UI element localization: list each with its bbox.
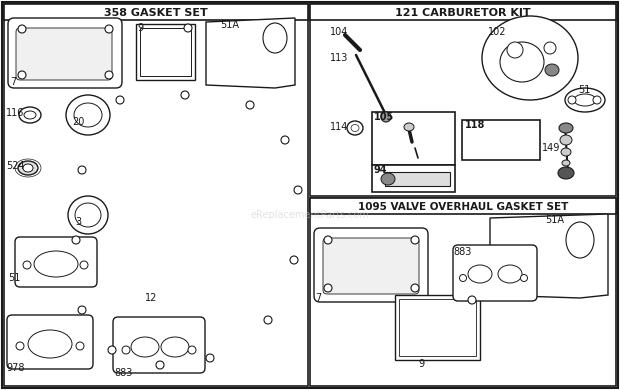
Text: 102: 102 [488,27,507,37]
Ellipse shape [507,42,523,58]
Ellipse shape [559,123,573,133]
Ellipse shape [482,16,578,100]
Ellipse shape [468,265,492,283]
Ellipse shape [560,135,572,145]
Text: 149: 149 [542,143,560,153]
Ellipse shape [521,275,528,282]
Polygon shape [140,28,191,76]
Ellipse shape [188,346,196,354]
Text: 358 GASKET SET: 358 GASKET SET [104,8,208,18]
Ellipse shape [181,91,189,99]
FancyBboxPatch shape [113,317,205,373]
Ellipse shape [18,161,38,175]
Polygon shape [206,18,295,88]
FancyBboxPatch shape [8,18,122,88]
Polygon shape [4,4,308,20]
Polygon shape [310,198,616,386]
Ellipse shape [562,160,570,166]
FancyBboxPatch shape [314,228,428,302]
Text: 3: 3 [75,217,81,227]
Ellipse shape [593,96,601,104]
Ellipse shape [184,24,192,32]
FancyBboxPatch shape [16,28,112,80]
Ellipse shape [294,186,302,194]
Ellipse shape [324,236,332,244]
Ellipse shape [381,173,395,185]
Polygon shape [395,295,480,360]
Text: 7: 7 [10,77,16,87]
Polygon shape [385,172,450,186]
FancyBboxPatch shape [453,245,537,301]
Text: 1095 VALVE OVERHAUL GASKET SET: 1095 VALVE OVERHAUL GASKET SET [358,202,568,212]
Ellipse shape [34,251,78,277]
Ellipse shape [78,306,86,314]
Ellipse shape [206,354,214,362]
Ellipse shape [74,103,102,127]
Ellipse shape [16,342,24,350]
Ellipse shape [66,95,110,135]
Ellipse shape [351,124,359,131]
Text: 113: 113 [330,53,348,63]
Ellipse shape [498,265,522,283]
Text: 883: 883 [453,247,471,257]
Text: 51A: 51A [545,215,564,225]
Ellipse shape [246,101,254,109]
Text: 978: 978 [6,363,25,373]
Ellipse shape [545,64,559,76]
Ellipse shape [381,112,391,122]
Ellipse shape [156,361,164,369]
Ellipse shape [468,296,476,304]
Ellipse shape [290,256,298,264]
Polygon shape [310,198,616,214]
Ellipse shape [75,203,101,227]
Ellipse shape [566,222,594,258]
Ellipse shape [76,342,84,350]
Ellipse shape [161,337,189,357]
FancyBboxPatch shape [15,237,97,287]
Polygon shape [490,214,608,298]
Polygon shape [399,299,476,356]
Ellipse shape [116,96,124,104]
Polygon shape [372,165,455,192]
Ellipse shape [500,42,544,82]
Text: 51: 51 [8,273,20,283]
Ellipse shape [411,284,419,292]
Polygon shape [310,4,616,20]
Ellipse shape [18,25,26,33]
Ellipse shape [281,136,289,144]
Ellipse shape [347,121,363,135]
Ellipse shape [72,236,80,244]
FancyBboxPatch shape [7,315,93,369]
Polygon shape [462,120,540,160]
Ellipse shape [68,196,108,234]
Text: 524: 524 [6,161,25,171]
Ellipse shape [23,261,31,269]
Ellipse shape [561,148,571,156]
Text: 118: 118 [465,120,485,130]
Text: 116: 116 [6,108,24,118]
Text: 51: 51 [578,85,590,95]
Ellipse shape [131,337,159,357]
Polygon shape [74,93,302,368]
Ellipse shape [122,346,130,354]
Text: 7: 7 [315,293,321,303]
Text: 9: 9 [418,359,424,369]
Ellipse shape [544,42,556,54]
Ellipse shape [18,71,26,79]
Ellipse shape [568,96,576,104]
Text: 94: 94 [374,165,388,175]
Ellipse shape [263,23,287,53]
Ellipse shape [264,316,272,324]
Text: 105: 105 [374,112,394,122]
Text: 883: 883 [114,368,133,378]
Polygon shape [4,4,308,386]
Ellipse shape [324,284,332,292]
Ellipse shape [108,346,116,354]
Text: 12: 12 [145,293,157,303]
Polygon shape [310,4,616,196]
Polygon shape [372,112,455,165]
Text: 104: 104 [330,27,348,37]
Ellipse shape [565,88,605,112]
Ellipse shape [105,25,113,33]
